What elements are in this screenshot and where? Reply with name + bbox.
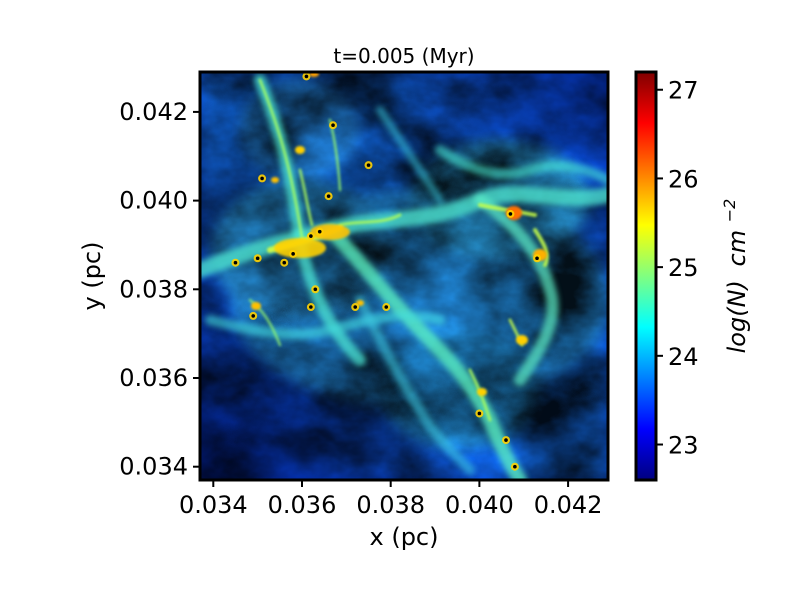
x-tick-label: 0.042 — [534, 491, 603, 519]
sink-point — [309, 234, 313, 238]
y-tick-label: 0.034 — [119, 453, 188, 481]
colorbar-label-main: log(N) — [723, 280, 751, 353]
sink-point — [251, 314, 256, 318]
y-tick-label: 0.038 — [119, 275, 188, 303]
sink-point — [535, 256, 539, 261]
sink-point — [291, 252, 295, 256]
y-axis: 0.034 0.036 0.038 0.040 0.042 — [119, 98, 200, 481]
colorbar-tick-label: 24 — [668, 343, 699, 371]
x-tick-label: 0.040 — [445, 491, 514, 519]
sink-point — [309, 305, 313, 309]
plot-frame — [198, 70, 610, 482]
sink-point — [366, 163, 371, 167]
colorbar-label-unit: cm — [723, 230, 751, 267]
sink-point — [260, 176, 264, 181]
x-axis-label: x (pc) — [370, 523, 439, 551]
sink-point — [255, 256, 260, 261]
sink-point — [353, 305, 358, 309]
chart-title: t=0.005 (Myr) — [333, 44, 474, 68]
y-axis-label: y (pc) — [78, 242, 106, 311]
x-tick-label: 0.034 — [179, 491, 248, 519]
colorbar-ticks: 23 24 25 26 27 — [656, 77, 699, 460]
colorbar-tick-label: 26 — [668, 165, 699, 193]
y-tick-label: 0.042 — [119, 98, 188, 126]
x-tick-label: 0.036 — [268, 491, 337, 519]
colorbar-label-exp: −2 — [720, 199, 739, 223]
sink-point — [304, 74, 309, 79]
colorbar-frame — [634, 70, 658, 482]
sink-point — [504, 438, 508, 442]
y-tick-label: 0.036 — [119, 364, 188, 392]
colorbar-tick-label: 23 — [668, 432, 699, 460]
sink-point — [508, 212, 513, 216]
colorbar-tick-label: 27 — [668, 77, 699, 105]
sink-point — [317, 229, 322, 234]
x-axis: 0.034 0.036 0.038 0.040 0.042 — [179, 480, 603, 519]
sink-point — [384, 305, 389, 309]
y-tick-label: 0.040 — [119, 187, 188, 215]
sink-particles — [231, 72, 542, 471]
sink-point — [513, 464, 517, 469]
x-tick-label: 0.038 — [356, 491, 425, 519]
colorbar-label: log(N) cm −2 — [720, 199, 751, 354]
sink-point — [477, 411, 482, 416]
colorbar: 23 24 25 26 27 log(N) cm −2 — [634, 70, 751, 482]
sink-point — [313, 287, 318, 292]
sink-point — [282, 260, 287, 265]
heatmap-image — [200, 72, 608, 480]
sink-point — [326, 194, 331, 198]
colorbar-gradient — [636, 72, 656, 480]
colorbar-tick-label: 25 — [668, 254, 699, 282]
sink-point — [233, 260, 238, 265]
sink-point — [331, 123, 335, 128]
